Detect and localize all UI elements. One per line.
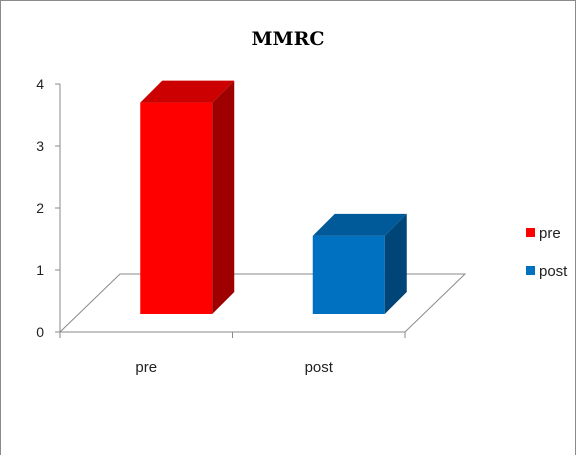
x-tick-label: post: [305, 359, 334, 376]
bar-front: [312, 235, 385, 314]
y-tick-label: 2: [36, 200, 44, 216]
y-tick-label: 4: [36, 76, 44, 92]
legend-swatch-post: [526, 266, 535, 275]
x-tick-label: pre: [135, 359, 157, 376]
y-tick-label: 1: [36, 262, 44, 278]
bar-top: [312, 213, 407, 236]
bar-post: [312, 213, 407, 314]
legend-label-post: post: [539, 263, 568, 280]
y-tick-label: 3: [36, 138, 44, 154]
bar-side: [212, 80, 235, 314]
legend-swatch-pre: [526, 228, 535, 237]
y-tick-label: 0: [36, 324, 44, 340]
bar-side: [384, 213, 407, 314]
legend-label-pre: pre: [539, 225, 561, 242]
bar-top: [140, 80, 235, 103]
bar-front: [140, 102, 213, 314]
chart-title: MMRC: [251, 28, 325, 50]
bar-pre: [140, 80, 235, 314]
